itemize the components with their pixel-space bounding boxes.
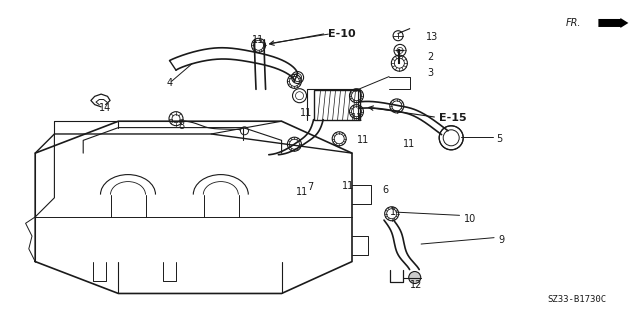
Text: E-15: E-15 [439, 113, 467, 123]
Text: 8: 8 [178, 121, 184, 131]
Circle shape [409, 271, 420, 284]
Text: 14: 14 [99, 103, 111, 114]
Text: 11: 11 [252, 35, 264, 45]
Text: SZ33-B1730C: SZ33-B1730C [547, 295, 606, 304]
Text: 11: 11 [403, 138, 415, 149]
Text: 2: 2 [427, 52, 433, 63]
Text: 5: 5 [496, 134, 502, 144]
Text: 11: 11 [357, 135, 369, 145]
Text: 13: 13 [426, 32, 438, 42]
Text: 3: 3 [427, 68, 433, 78]
Bar [314, 90, 360, 120]
Text: 4: 4 [166, 78, 173, 88]
Text: 11: 11 [296, 187, 308, 197]
Text: 6: 6 [382, 185, 388, 195]
Text: 11: 11 [300, 108, 312, 118]
Text: 7: 7 [307, 182, 314, 192]
Text: 1: 1 [390, 207, 397, 217]
Text: 9: 9 [498, 235, 504, 245]
Text: FR.: FR. [566, 18, 581, 28]
Text: 11: 11 [351, 113, 363, 123]
Text: 12: 12 [410, 279, 422, 290]
Text: E-10: E-10 [328, 29, 356, 39]
Text: 11: 11 [342, 181, 355, 191]
FancyArrow shape [598, 18, 628, 28]
Text: 10: 10 [464, 213, 476, 224]
